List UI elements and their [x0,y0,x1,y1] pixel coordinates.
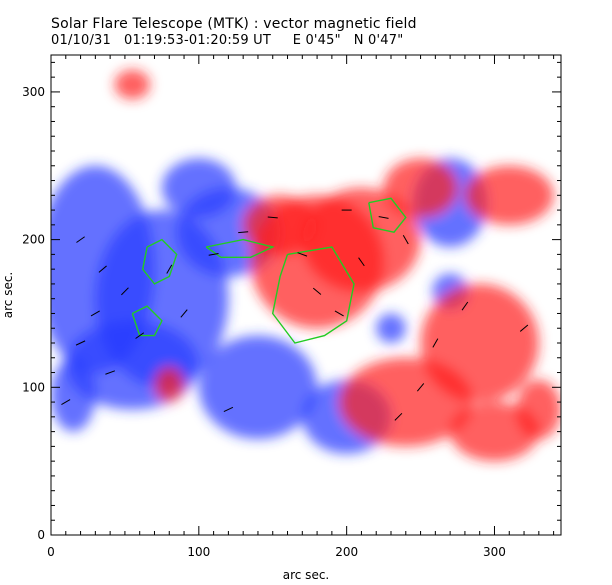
x-tick-label: 0 [47,545,55,559]
x-axis-label: arc sec. [283,568,329,582]
field-vector [461,301,469,311]
field-vector [394,412,403,421]
contour-line [131,305,163,337]
plot-frame [50,54,562,536]
field-vector [358,257,365,267]
y-axis-label: arc sec. [1,272,15,318]
positive-region [464,165,554,225]
field-vector [432,338,439,348]
negative-region [198,335,318,439]
field-vector [180,309,188,318]
field-vector [105,370,115,375]
field-vector [378,216,389,219]
field-vector [267,216,278,219]
contour-line [368,197,407,233]
field-vector [238,231,249,234]
y-tick-label: 200 [22,233,45,247]
y-tick-label: 300 [22,85,45,99]
x-tick-label: 300 [483,545,506,559]
field-vector [223,406,234,413]
field-vector [76,236,85,243]
positive-region [516,379,561,439]
positive-region [243,195,318,255]
field-vector [121,287,129,296]
field-vector [61,399,71,406]
chart-subtitle: 01/10/31 01:19:53-01:20:59 UT E 0'45" N … [51,33,404,48]
contour-line [141,238,178,285]
y-tick-label: 0 [37,528,45,542]
chart-title: Solar Flare Telescope (MTK) : vector mag… [51,16,417,32]
field-vector [402,235,409,245]
positive-region [450,402,539,462]
field-vector [297,252,308,257]
x-tick-label: 200 [335,545,358,559]
field-vector [166,264,173,274]
field-vector [208,253,219,256]
positive-region [114,69,151,100]
negative-region [161,158,236,218]
polarity-layer [51,69,561,462]
negative-region [376,313,406,343]
axes: 0 100 200 300 0 100 200 300 [22,54,562,559]
negative-region [51,357,96,432]
field-vector [75,340,86,346]
field-vector [312,287,322,295]
contour-line [205,238,275,258]
field-vector [334,310,344,317]
x-tick-label: 100 [187,545,210,559]
field-vector [98,265,107,273]
field-vector [416,383,425,392]
field-vector [519,324,529,332]
positive-region [383,158,458,218]
positive-region [154,366,185,403]
positive-region [302,187,421,292]
y-tick-label: 100 [22,380,45,394]
plot-area [51,55,561,535]
field-vector [90,310,100,317]
positive-region [420,283,539,403]
field-vector [135,332,145,339]
contour-line [271,246,355,344]
